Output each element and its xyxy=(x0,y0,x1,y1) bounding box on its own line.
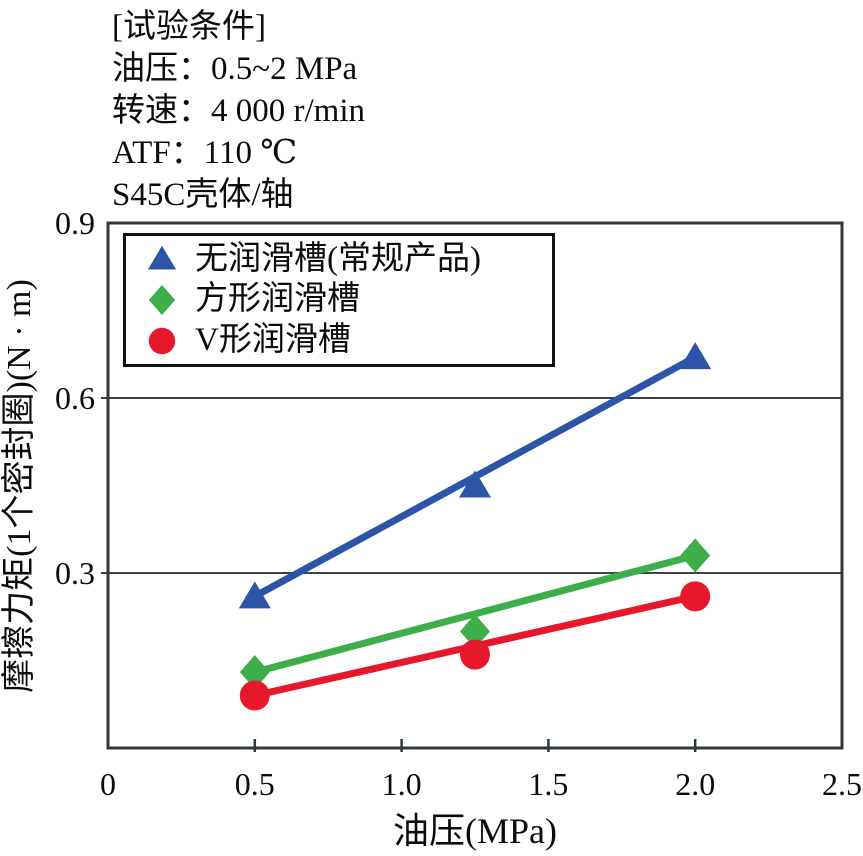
legend-label: 方形润滑槽 xyxy=(195,281,360,318)
x-tick-label-1.0: 1.0 xyxy=(382,766,422,802)
x-tick-label-2.0: 2.0 xyxy=(675,766,715,802)
test-conditions-block: [试验条件] 油压：0.5~2 MPa 转速：4 000 r/min ATF：1… xyxy=(112,6,365,216)
legend-triangle-icon xyxy=(147,246,177,270)
data-point-circle xyxy=(460,639,490,670)
x-tick-label-0.5: 0.5 xyxy=(235,766,275,802)
data-point-circle xyxy=(680,581,711,612)
x-tick-label-0: 0 xyxy=(100,766,116,802)
data-point-triangle xyxy=(147,246,177,270)
conditions-line-material: S45C壳体/轴 xyxy=(112,177,294,213)
data-point-triangle xyxy=(238,581,271,609)
data-point-triangle xyxy=(679,342,712,370)
series-line-1 xyxy=(251,552,699,676)
conditions-line-oil-pressure: 油压：0.5~2 MPa xyxy=(112,51,358,87)
x-tick-label-2.5: 2.5 xyxy=(822,766,862,802)
legend-circle-icon xyxy=(148,327,176,354)
plot-border xyxy=(106,221,844,750)
data-point-diamond xyxy=(148,285,176,315)
data-point-diamond xyxy=(460,614,490,649)
x-tick-label-1.5: 1.5 xyxy=(528,766,568,802)
y-tick-label-0.3: 0.3 xyxy=(55,555,95,591)
y-tick-label-0.9: 0.9 xyxy=(55,205,95,241)
x-axis-title: 油压(MPa) xyxy=(393,811,557,851)
conditions-line-speed: 转速：4 000 r/min xyxy=(112,93,365,129)
y-tick-label-0.6: 0.6 xyxy=(55,380,95,416)
conditions-line-atf: ATF：110 ℃ xyxy=(112,135,298,171)
data-point-diamond xyxy=(239,655,270,690)
data-point-circle xyxy=(148,327,176,354)
legend-diamond-icon xyxy=(148,285,176,315)
legend-item: 方形润滑槽 xyxy=(144,282,546,318)
legend-item: V形润滑槽 xyxy=(144,323,546,359)
data-point-triangle xyxy=(459,470,491,498)
conditions-title: [试验条件] xyxy=(112,9,266,45)
y-axis-title: 摩擦力矩(1个密封圈)(N · m) xyxy=(0,279,38,693)
legend-label: V形润滑槽 xyxy=(195,322,351,359)
legend-label: 无润滑槽(常规产品) xyxy=(195,240,481,277)
data-point-circle xyxy=(239,680,270,711)
chart-legend: 无润滑槽(常规产品) 方形润滑槽 V形润滑槽 xyxy=(123,233,555,367)
data-point-diamond xyxy=(680,538,711,573)
legend-item: 无润滑槽(常规产品) xyxy=(144,241,546,277)
